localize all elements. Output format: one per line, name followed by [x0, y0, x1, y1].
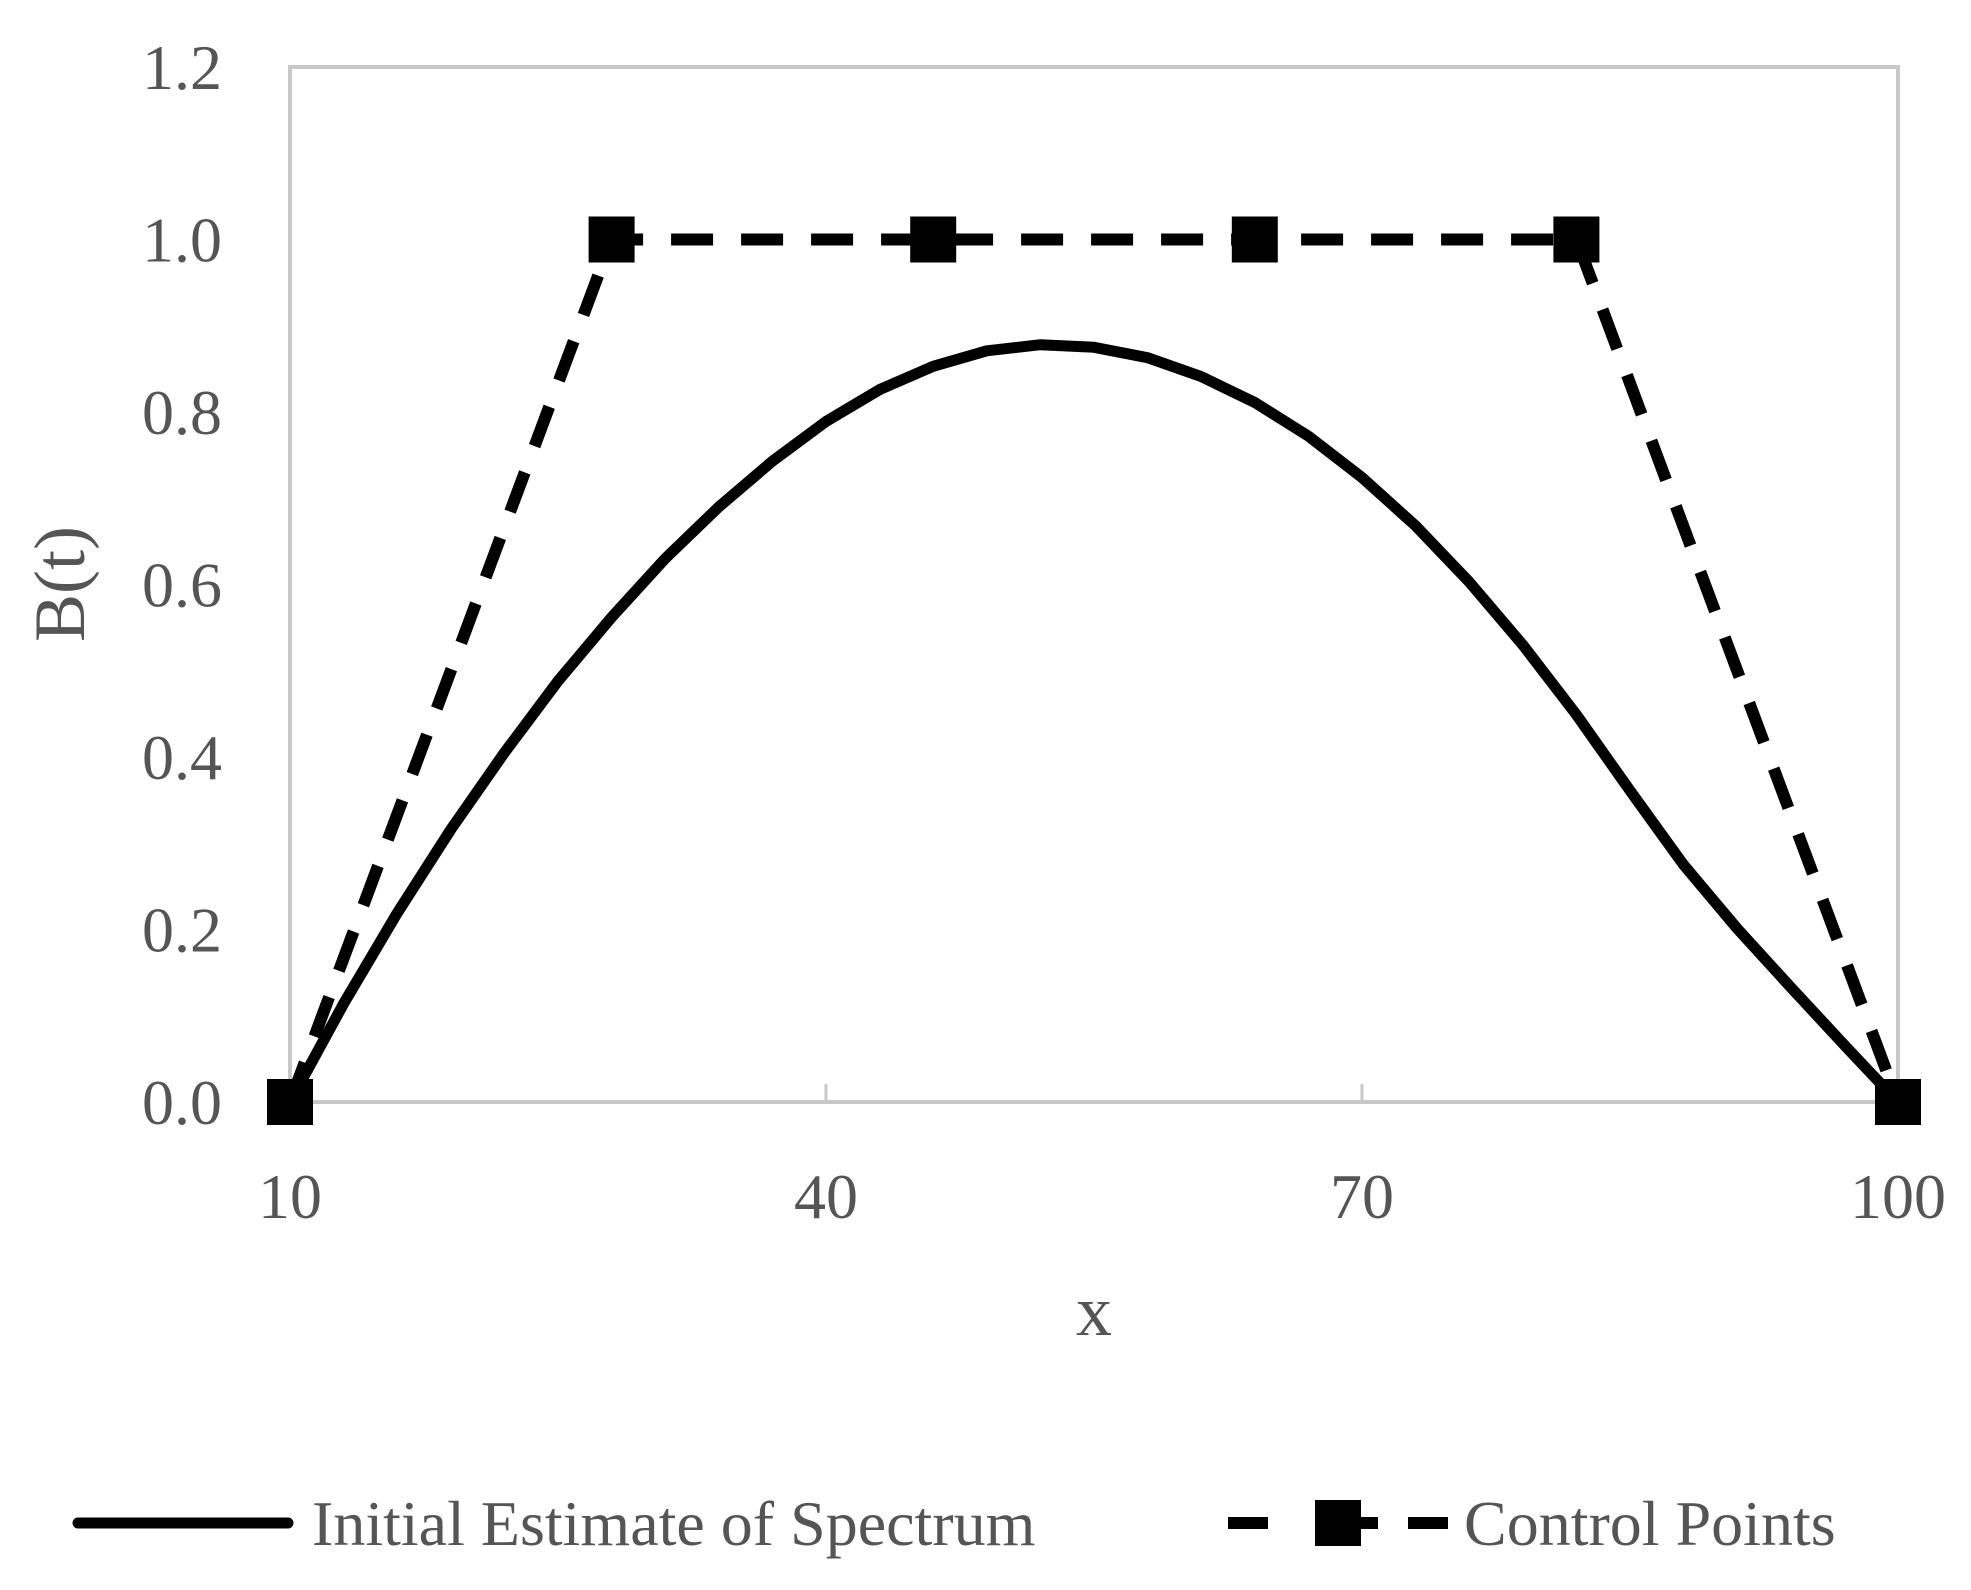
legend-swatch-marker	[1315, 1500, 1361, 1546]
y-axis-title: B(t)	[20, 526, 100, 642]
control-point-marker	[1553, 216, 1600, 263]
series-line-initial-estimate	[284, 339, 1904, 1108]
y-tick-label: 0.4	[142, 722, 222, 793]
x-axis-title: x	[1076, 1271, 1112, 1351]
x-tick-label: 40	[794, 1161, 858, 1232]
y-tick-label: 0.0	[142, 1067, 222, 1138]
x-tick-label: 10	[258, 1161, 322, 1232]
legend-label-control-points: Control Points	[1464, 1488, 1836, 1559]
control-point-marker	[1231, 216, 1278, 263]
y-tick-label: 0.2	[142, 895, 222, 966]
x-axis-title-group: x	[1076, 1271, 1112, 1351]
y-axis-ticks: 0.0 0.2 0.4 0.6 0.8 1.0 1.2	[142, 32, 222, 1138]
x-axis-ticks: 10 40 70 100	[258, 1084, 1946, 1232]
series-line-control-points	[284, 233, 1904, 1105]
x-tick-label: 100	[1850, 1161, 1946, 1232]
y-tick-label: 1.2	[142, 32, 222, 103]
legend: Initial Estimate of Spectrum Control Poin…	[72, 1488, 1836, 1559]
y-tick-label: 1.0	[142, 205, 222, 276]
legend-label-initial-estimate: Initial Estimate of Spectrum	[312, 1488, 1035, 1559]
y-tick-label: 0.8	[142, 377, 222, 448]
control-point-marker	[1875, 1079, 1921, 1125]
x-tick-label: 70	[1330, 1161, 1394, 1232]
y-axis-title-group: B(t)	[20, 526, 100, 642]
control-point-marker	[910, 216, 957, 263]
control-point-marker	[588, 216, 635, 263]
y-tick-label: 0.6	[142, 550, 222, 621]
control-point-marker	[267, 1079, 313, 1125]
series-group	[267, 216, 1921, 1125]
plot-area-frame	[288, 65, 1900, 1104]
